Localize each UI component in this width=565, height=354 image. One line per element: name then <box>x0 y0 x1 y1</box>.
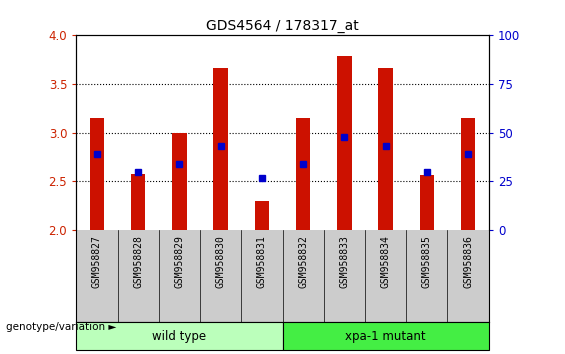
Text: GSM958829: GSM958829 <box>175 235 184 287</box>
Bar <box>214 68 228 230</box>
Text: GSM958830: GSM958830 <box>216 235 225 287</box>
Bar <box>420 175 434 230</box>
Text: GSM958831: GSM958831 <box>257 235 267 287</box>
Text: GSM958828: GSM958828 <box>133 235 143 287</box>
Title: GDS4564 / 178317_at: GDS4564 / 178317_at <box>206 19 359 33</box>
Text: genotype/variation ►: genotype/variation ► <box>6 322 116 332</box>
Bar <box>461 118 475 230</box>
Text: GSM958836: GSM958836 <box>463 235 473 287</box>
Text: GSM958835: GSM958835 <box>422 235 432 287</box>
Text: GSM958833: GSM958833 <box>340 235 349 287</box>
Text: GSM958827: GSM958827 <box>92 235 102 287</box>
Bar <box>172 133 186 230</box>
Text: GSM958832: GSM958832 <box>298 235 308 287</box>
Text: xpa-1 mutant: xpa-1 mutant <box>345 330 426 343</box>
Bar <box>379 68 393 230</box>
Bar <box>255 201 269 230</box>
Text: wild type: wild type <box>153 330 206 343</box>
Text: GSM958834: GSM958834 <box>381 235 390 287</box>
Bar <box>90 118 104 230</box>
FancyBboxPatch shape <box>282 322 489 350</box>
Bar <box>296 118 310 230</box>
Bar <box>337 56 351 230</box>
Bar <box>131 173 145 230</box>
FancyBboxPatch shape <box>76 322 282 350</box>
